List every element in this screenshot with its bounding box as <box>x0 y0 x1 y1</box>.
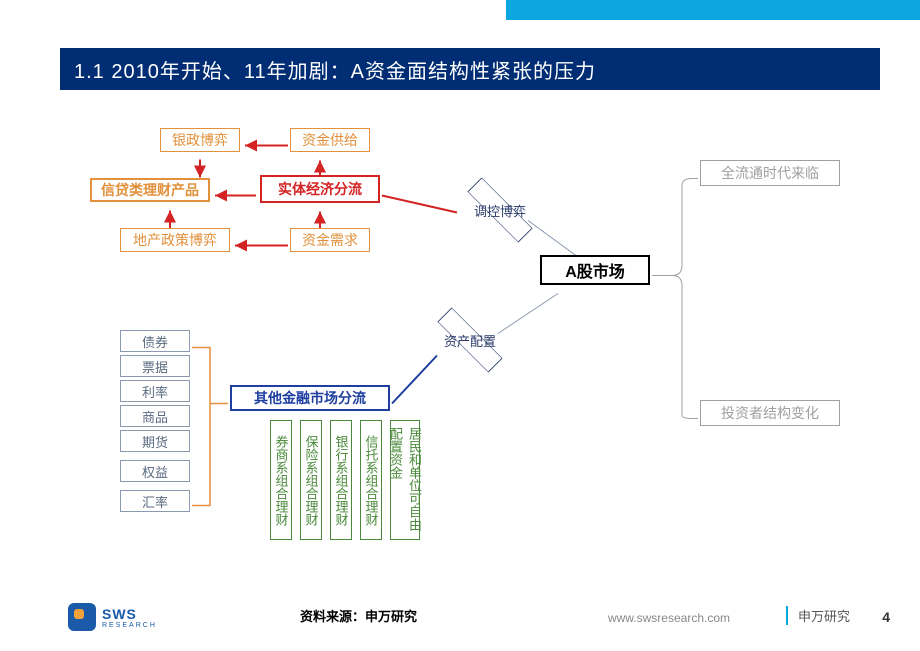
list-item: 期货 <box>120 430 190 452</box>
node-real-economy: 实体经济分流 <box>260 175 380 203</box>
diamond-allocation-label: 资产配置 <box>444 331 496 350</box>
top-accent-bar <box>0 0 920 20</box>
list-item: 债券 <box>120 330 190 352</box>
node-bank-gov: 银政博弈 <box>160 128 240 152</box>
node-fund-demand: 资金需求 <box>290 228 370 252</box>
node-other-financial: 其他金融市场分流 <box>230 385 390 411</box>
footer-brand: 申万研究 <box>786 606 850 625</box>
slide-title: 1.1 2010年开始、11年加剧：A资金面结构性紧张的压力 <box>60 48 880 90</box>
list-item: 汇率 <box>120 490 190 512</box>
list-item: 票据 <box>120 355 190 377</box>
node-a-share-market: A股市场 <box>540 255 650 285</box>
diamond-allocation: 资产配置 <box>430 320 510 360</box>
page-number: 4 <box>882 609 890 625</box>
col-bank: 银行系组合理财 <box>330 420 352 540</box>
logo-text: SWS <box>102 606 157 622</box>
node-investor-structure: 投资者结构变化 <box>700 400 840 426</box>
logo: SWS RESEARCH <box>68 603 157 631</box>
list-item: 商品 <box>120 405 190 427</box>
col-trust: 信托系组合理财 <box>360 420 382 540</box>
col-broker: 券商系组合理财 <box>270 420 292 540</box>
node-property-policy: 地产政策博弈 <box>120 228 230 252</box>
node-full-circulation: 全流通时代来临 <box>700 160 840 186</box>
footer-url: www.swsresearch.com <box>608 611 730 625</box>
col-insurance: 保险系组合理财 <box>300 420 322 540</box>
diamond-regulation-label: 调控博弈 <box>474 201 526 220</box>
node-credit-products: 信贷类理财产品 <box>90 178 210 202</box>
diamond-regulation: 调控博弈 <box>460 190 540 230</box>
logo-subtext: RESEARCH <box>102 622 157 629</box>
list-item: 权益 <box>120 460 190 482</box>
logo-mark-icon <box>68 603 96 631</box>
col-resident: 居民和单位可自由配置资金 <box>390 420 420 540</box>
node-fund-supply: 资金供给 <box>290 128 370 152</box>
diagram-area: 银政博弈 资金供给 信贷类理财产品 实体经济分流 地产政策博弈 资金需求 调控博… <box>60 110 880 591</box>
source-label: 资料来源：申万研究 <box>300 606 417 625</box>
footer: SWS RESEARCH 资料来源：申万研究 www.swsresearch.c… <box>0 603 920 639</box>
list-item: 利率 <box>120 380 190 402</box>
